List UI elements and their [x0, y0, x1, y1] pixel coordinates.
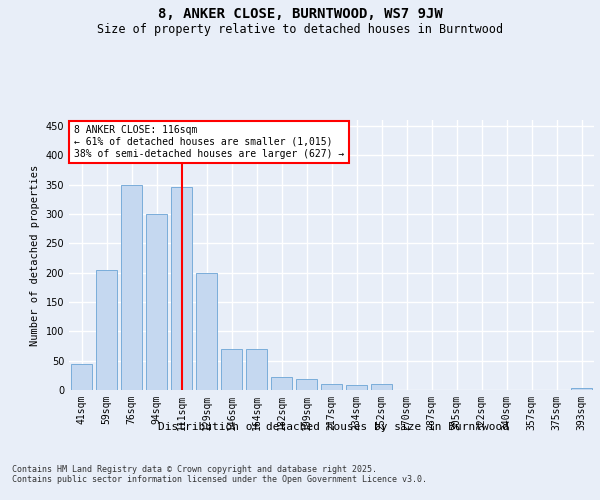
Text: Size of property relative to detached houses in Burntwood: Size of property relative to detached ho… [97, 22, 503, 36]
Bar [346, 386, 367, 390]
Text: Distribution of detached houses by size in Burntwood: Distribution of detached houses by size … [158, 422, 509, 432]
Bar [571, 388, 592, 390]
Bar [71, 364, 92, 390]
Bar [221, 349, 242, 390]
Text: Contains HM Land Registry data © Crown copyright and database right 2025.
Contai: Contains HM Land Registry data © Crown c… [12, 465, 427, 484]
Bar [196, 272, 217, 390]
Y-axis label: Number of detached properties: Number of detached properties [30, 164, 40, 346]
Bar [296, 380, 317, 390]
Bar [371, 384, 392, 390]
Bar [271, 377, 292, 390]
Bar [171, 188, 192, 390]
Bar [96, 270, 117, 390]
Bar [246, 349, 267, 390]
Bar [121, 184, 142, 390]
Text: 8, ANKER CLOSE, BURNTWOOD, WS7 9JW: 8, ANKER CLOSE, BURNTWOOD, WS7 9JW [158, 8, 442, 22]
Bar [321, 384, 342, 390]
Text: 8 ANKER CLOSE: 116sqm
← 61% of detached houses are smaller (1,015)
38% of semi-d: 8 ANKER CLOSE: 116sqm ← 61% of detached … [74, 126, 344, 158]
Bar [146, 214, 167, 390]
